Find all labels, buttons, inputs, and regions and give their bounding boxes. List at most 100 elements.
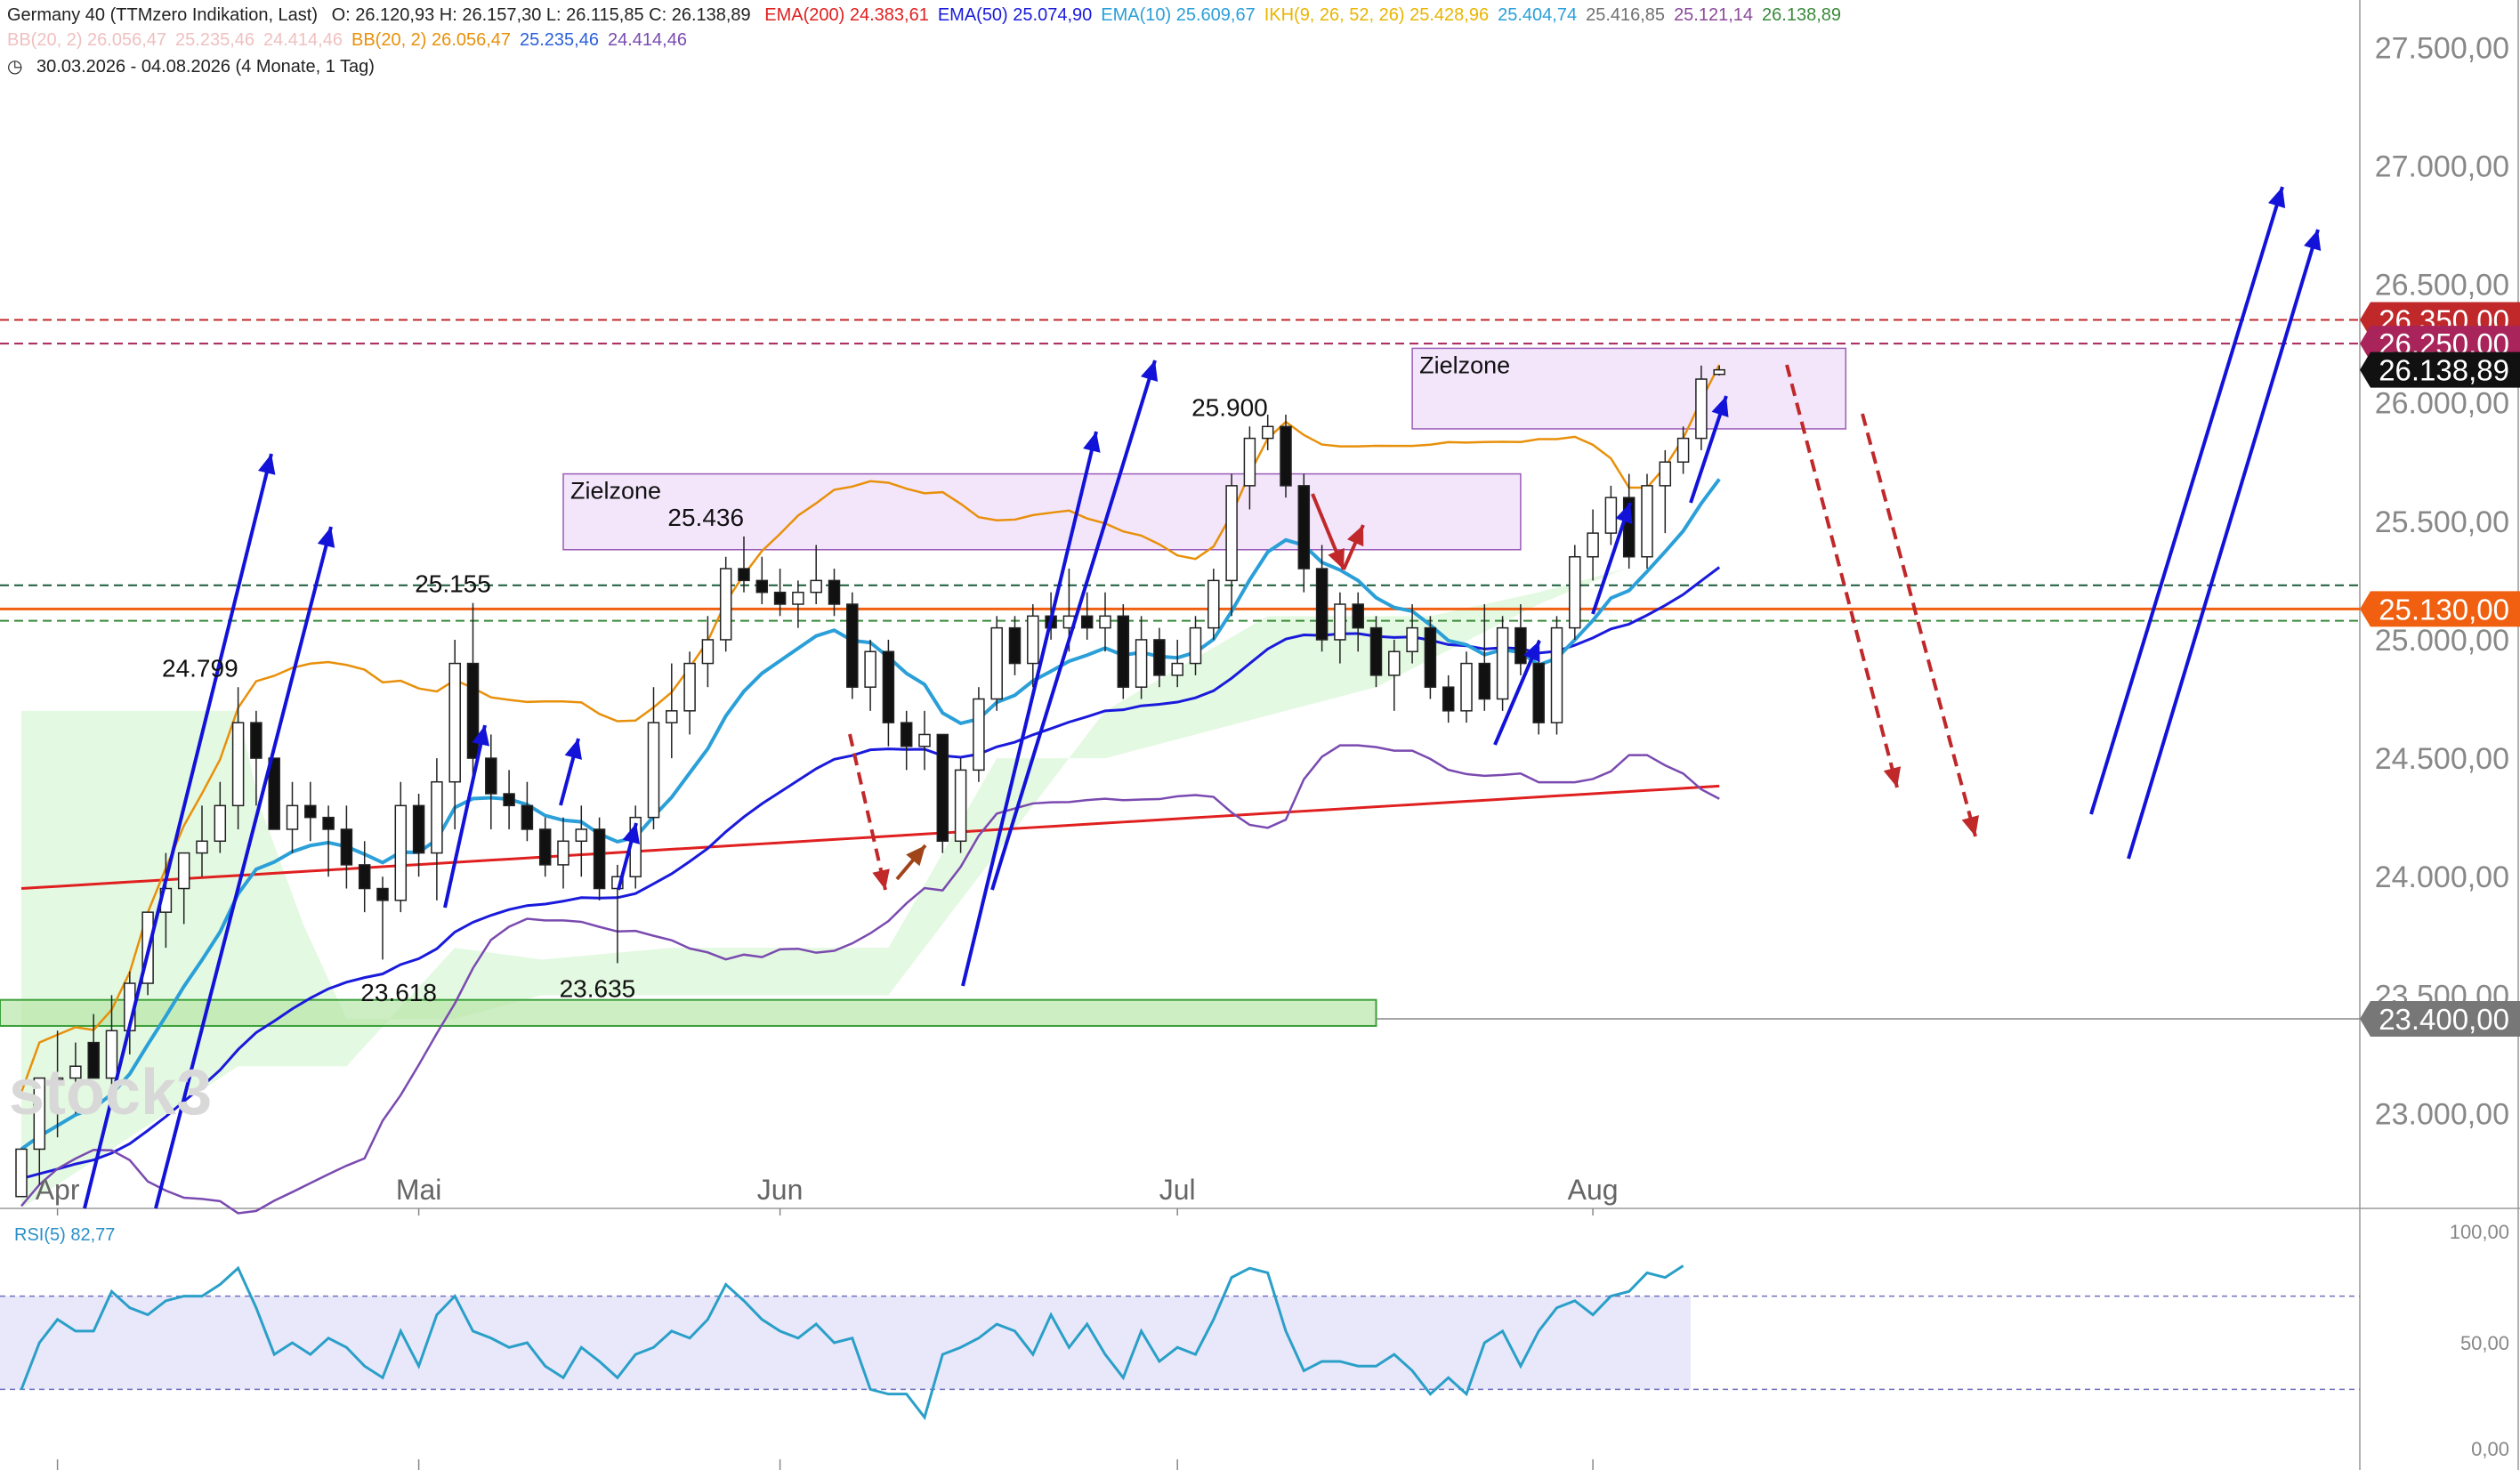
up-arrow-6 bbox=[961, 431, 1101, 987]
target-zone-label-1: Zielzone bbox=[1419, 351, 1510, 378]
down-arrow-2 bbox=[1785, 364, 1902, 788]
price-annotation-0: 24.799 bbox=[162, 654, 238, 682]
indicator-item-4: 25.404,74 bbox=[1498, 5, 1578, 25]
candle-body-91 bbox=[1659, 461, 1672, 487]
candle-body-26 bbox=[485, 757, 497, 795]
y-tick-label-3: 24.500,00 bbox=[2375, 742, 2509, 776]
candle-body-55 bbox=[1008, 626, 1022, 665]
candle-body-25 bbox=[466, 662, 480, 759]
candle-body-13 bbox=[250, 722, 262, 759]
candle-body-15 bbox=[286, 804, 299, 830]
red-arrow-up bbox=[1342, 524, 1365, 570]
candle-body-61 bbox=[1117, 615, 1130, 688]
indicator-item-2: EMA(10) 25.609,67 bbox=[1101, 5, 1256, 25]
bb-item-5: 24.414,46 bbox=[607, 30, 687, 50]
up-arrow-12 bbox=[2127, 229, 2322, 860]
candle-body-82 bbox=[1496, 626, 1509, 700]
ema50-line bbox=[20, 566, 1721, 1181]
candle-body-52 bbox=[954, 769, 967, 843]
down-arrow-1 bbox=[848, 733, 890, 891]
candle-body-53 bbox=[973, 698, 985, 771]
candle-body-32 bbox=[593, 828, 606, 890]
ohlc-readout: O: 26.120,93 H: 26.157,30 L: 26.115,85 C… bbox=[331, 5, 751, 25]
x-tick-label-3: Jul bbox=[1159, 1174, 1196, 1206]
candle-body-70 bbox=[1280, 425, 1292, 487]
candle-body-80 bbox=[1460, 662, 1473, 712]
price-tag-2-label: 25.130,00 bbox=[2379, 593, 2509, 626]
candle-body-87 bbox=[1587, 532, 1599, 558]
candle-body-49 bbox=[900, 722, 913, 747]
up-arrow-brown bbox=[895, 844, 927, 881]
candle-body-31 bbox=[575, 828, 588, 843]
candle-body-21 bbox=[394, 804, 408, 901]
candle-body-71 bbox=[1297, 485, 1311, 569]
candle-body-65 bbox=[1189, 626, 1202, 665]
rsi-tick-1: 50,00 bbox=[2460, 1332, 2509, 1354]
candle-body-14 bbox=[268, 757, 280, 830]
bb-lower-line bbox=[20, 744, 1720, 1215]
candle-body-88 bbox=[1604, 497, 1618, 534]
candle-body-94 bbox=[1713, 368, 1725, 376]
last-price-tag-label: 26.138,89 bbox=[2379, 354, 2509, 387]
up-arrow-9 bbox=[1591, 502, 1633, 615]
candle-body-63 bbox=[1153, 639, 1166, 676]
up-arrow-7 bbox=[990, 359, 1159, 891]
candle-body-83 bbox=[1514, 626, 1527, 665]
indicator-item-5: 25.416,85 bbox=[1586, 5, 1666, 25]
candle-body-42 bbox=[773, 591, 787, 605]
candle-body-66 bbox=[1208, 579, 1220, 629]
last-price-tag-bg bbox=[2360, 351, 2520, 388]
y-tick-label-0: 23.000,00 bbox=[2375, 1097, 2509, 1131]
candle-body-50 bbox=[918, 733, 931, 747]
target-zone-1 bbox=[1411, 347, 1847, 430]
candle-body-9 bbox=[177, 852, 190, 890]
candle-body-18 bbox=[340, 828, 353, 866]
candle-body-12 bbox=[231, 722, 245, 807]
bollinger-legend: BB(20, 2) 26.056,47 25.235,46 24.414,46 BB(… bbox=[7, 30, 696, 50]
candle-body-74 bbox=[1352, 603, 1364, 629]
candle-body-11 bbox=[214, 804, 227, 843]
candle-body-75 bbox=[1369, 626, 1383, 676]
indicator-item-1: EMA(50) 25.074,90 bbox=[937, 5, 1093, 25]
up-arrow-11 bbox=[2089, 186, 2286, 815]
bb-upper-line bbox=[20, 364, 1721, 1093]
chart-header-line3: ◷ 30.03.2026 - 04.08.2026 (4 Monate, 1 T… bbox=[7, 55, 384, 77]
up-arrow-1 bbox=[83, 453, 276, 1209]
candle-body-23 bbox=[431, 780, 443, 854]
candle-body-45 bbox=[828, 579, 841, 605]
chart-header-line2: BB(20, 2) 26.056,47 25.235,46 24.414,46 BB(… bbox=[7, 30, 705, 51]
price-tag-3-label: 23.400,00 bbox=[2379, 1003, 2509, 1036]
candle-body-1 bbox=[33, 1077, 46, 1151]
y-tick-label-2: 24.000,00 bbox=[2375, 860, 2509, 894]
x-tick-label-4: Aug bbox=[1568, 1174, 1619, 1206]
candle-body-36 bbox=[666, 710, 678, 723]
price-tag-3-bg bbox=[2360, 1000, 2520, 1037]
rsi-legend: RSI(5) 82,77 bbox=[14, 1225, 115, 1245]
candle-body-29 bbox=[538, 828, 552, 866]
candle-body-28 bbox=[521, 804, 534, 830]
rsi-tick-0: 100,00 bbox=[2450, 1221, 2509, 1243]
candle-body-19 bbox=[358, 864, 371, 890]
candle-body-39 bbox=[719, 568, 732, 641]
price-tag-2-bg bbox=[2360, 591, 2520, 627]
up-arrow-2 bbox=[154, 526, 335, 1209]
up-arrow-10 bbox=[1689, 395, 1729, 504]
candle-body-78 bbox=[1424, 626, 1437, 688]
bb-item-1: 25.235,46 bbox=[175, 30, 254, 50]
bb-item-2: 24.414,46 bbox=[263, 30, 343, 50]
support-box bbox=[0, 998, 1377, 1027]
candle-body-69 bbox=[1261, 425, 1274, 440]
price-annotation-4: 23.618 bbox=[360, 979, 437, 1006]
candle-body-86 bbox=[1569, 555, 1581, 629]
candle-body-41 bbox=[755, 579, 769, 594]
candle-body-90 bbox=[1641, 485, 1653, 558]
indicator-legend: EMA(200) 24.383,61 EMA(50) 25.074,90 EMA(1… bbox=[764, 5, 1850, 25]
candle-body-16 bbox=[304, 804, 317, 819]
candle-body-92 bbox=[1676, 437, 1690, 463]
candle-body-68 bbox=[1243, 437, 1256, 487]
candle-body-59 bbox=[1080, 615, 1094, 629]
candle-body-17 bbox=[322, 816, 335, 830]
candle-body-46 bbox=[846, 603, 859, 688]
candle-body-47 bbox=[864, 650, 876, 688]
